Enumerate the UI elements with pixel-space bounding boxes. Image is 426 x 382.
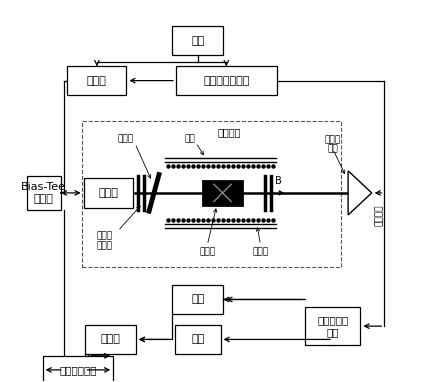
FancyBboxPatch shape	[172, 26, 224, 55]
Text: 衰减片: 衰减片	[118, 134, 133, 143]
FancyBboxPatch shape	[176, 66, 277, 95]
Text: 第二锁相放
大器: 第二锁相放 大器	[317, 315, 348, 337]
Text: 调制: 调制	[191, 36, 204, 46]
Text: 微波源: 微波源	[100, 334, 120, 345]
Text: 光电探
测器: 光电探 测器	[325, 135, 341, 154]
FancyBboxPatch shape	[43, 356, 113, 382]
FancyBboxPatch shape	[305, 307, 360, 345]
Text: Bias-Tee
偏置器: Bias-Tee 偏置器	[21, 182, 66, 204]
FancyBboxPatch shape	[67, 66, 127, 95]
Text: 调制: 调制	[191, 295, 204, 304]
FancyBboxPatch shape	[26, 176, 61, 210]
Text: 基准频率输出: 基准频率输出	[59, 365, 97, 375]
Text: 样品泡: 样品泡	[199, 248, 216, 256]
Text: 物理系统: 物理系统	[217, 128, 241, 138]
Polygon shape	[348, 171, 372, 215]
FancyBboxPatch shape	[175, 325, 221, 354]
Text: B: B	[275, 176, 282, 186]
Text: 激光器: 激光器	[98, 188, 118, 198]
FancyBboxPatch shape	[172, 285, 224, 314]
Text: 电流源: 电流源	[87, 76, 107, 86]
Text: 晶振: 晶振	[191, 334, 204, 345]
Text: 光检放大: 光检放大	[374, 205, 383, 227]
Text: 螺线管: 螺线管	[253, 248, 269, 256]
Text: 磁屏: 磁屏	[185, 134, 196, 143]
FancyBboxPatch shape	[83, 178, 133, 208]
Text: 四分之
一波片: 四分之 一波片	[96, 231, 112, 250]
FancyBboxPatch shape	[204, 181, 242, 205]
Text: 第一锁相放大器: 第一锁相放大器	[203, 76, 250, 86]
FancyBboxPatch shape	[84, 325, 136, 354]
